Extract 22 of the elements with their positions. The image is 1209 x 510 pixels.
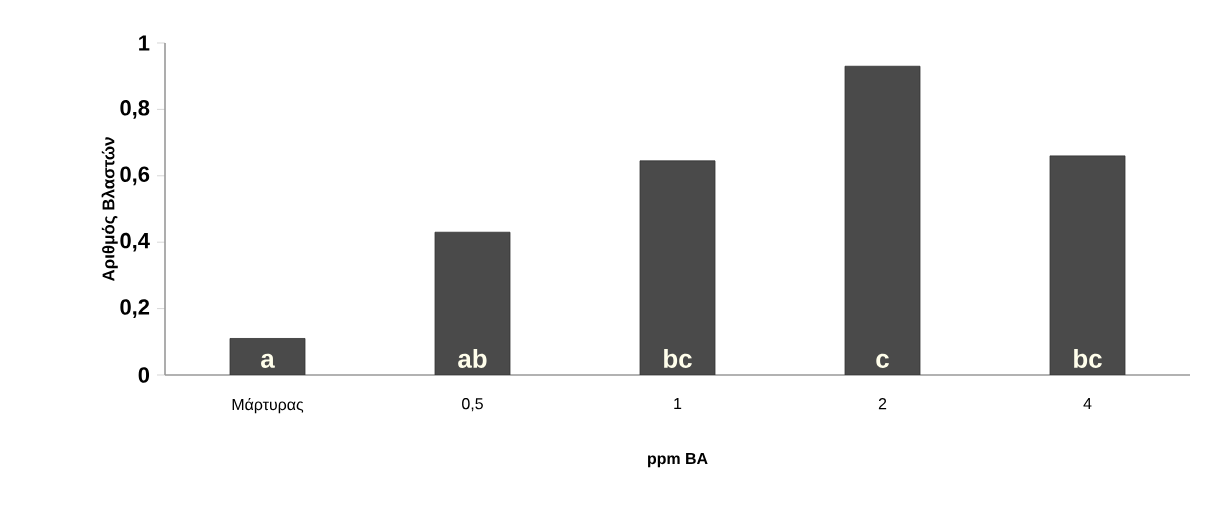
bar xyxy=(844,65,921,375)
annotation: ab xyxy=(458,348,487,368)
x-tick-label: 1 xyxy=(674,398,682,410)
y-tick-label: 0,8 xyxy=(120,100,150,119)
y-tick-label: 0 xyxy=(138,367,150,383)
annotation: a xyxy=(261,353,275,368)
y-tick-label: 0,2 xyxy=(120,299,150,318)
y-tick-label: 0,6 xyxy=(120,166,150,186)
annotation: bc xyxy=(1074,348,1102,368)
bar xyxy=(639,160,716,375)
x-tick-label: 2 xyxy=(878,398,887,410)
y-axis-title: Αριθμός Βλαστών xyxy=(101,137,118,282)
x-tick-label: 0,5 xyxy=(462,398,483,412)
bar xyxy=(1049,155,1126,375)
x-tick-label: 4 xyxy=(1083,398,1092,410)
y-tick-label: 0,4 xyxy=(120,232,150,252)
y-tick-label: 1 xyxy=(139,35,150,51)
x-tick-label: Μάρτυρας xyxy=(232,398,304,414)
annotation: bc xyxy=(664,348,692,368)
x-axis-title: ppm BA xyxy=(648,453,708,468)
annotation: c xyxy=(876,353,889,368)
bar xyxy=(434,231,511,375)
